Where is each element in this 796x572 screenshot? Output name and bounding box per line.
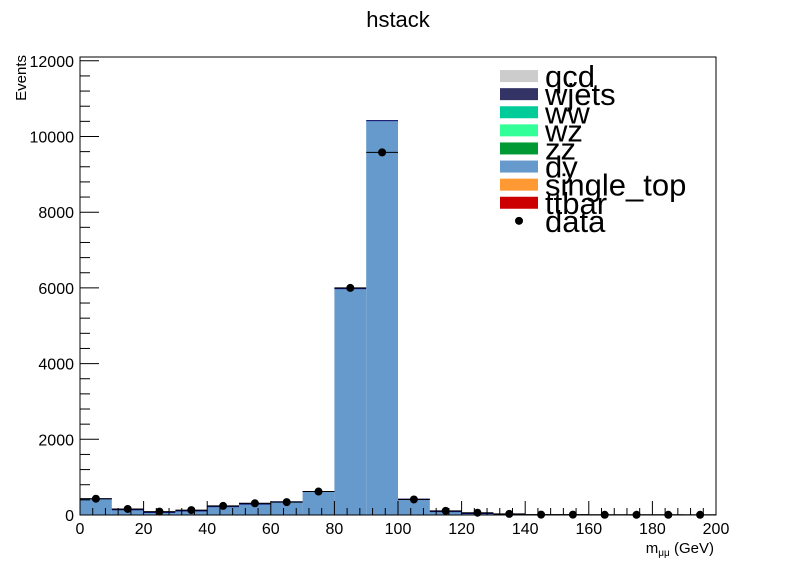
- legend-label-ttbar: ttbar: [545, 186, 607, 221]
- bar-dy: [334, 288, 367, 515]
- x-axis-title-unit: (GeV): [670, 540, 714, 557]
- x-tick-label: 80: [326, 521, 344, 538]
- legend-label-data: data: [545, 204, 606, 239]
- x-tick-label: 200: [703, 521, 730, 538]
- y-tick-label: 0: [65, 508, 74, 525]
- histogram-bars: [80, 120, 716, 516]
- legend-marker-data: [515, 216, 523, 225]
- y-tick-label: 4000: [38, 357, 74, 374]
- data-point: [314, 487, 323, 496]
- x-tick-label: 60: [262, 521, 280, 538]
- data-point: [155, 507, 164, 516]
- x-tick-label: 140: [512, 521, 539, 538]
- legend-label-single_top: single_top: [545, 168, 686, 203]
- bar-dy: [239, 504, 271, 515]
- legend-label-zz: zz: [545, 131, 576, 166]
- x-tick-label: 40: [198, 521, 216, 538]
- data-point: [378, 148, 387, 157]
- bar-dy: [207, 506, 239, 515]
- legend-swatch-ttbar: [500, 196, 538, 209]
- legend-label-ww: ww: [544, 95, 590, 130]
- chart-title: hstack: [366, 7, 431, 32]
- y-tick-label: 10000: [30, 129, 75, 146]
- bar-dy: [80, 498, 112, 515]
- bar-dy: [366, 120, 398, 515]
- legend-swatch-ww: [500, 106, 538, 119]
- bar-dy: [270, 501, 303, 515]
- x-tick-label: 160: [575, 521, 602, 538]
- legend-swatch-wz: [500, 124, 538, 137]
- x-tick-label: 20: [135, 521, 153, 538]
- y-tick-label: 6000: [38, 281, 74, 298]
- x-axis-title-main: m: [646, 540, 659, 557]
- data-point: [250, 499, 259, 508]
- legend-label-wz: wz: [544, 113, 583, 148]
- legend-swatch-zz: [500, 142, 538, 155]
- x-tick-label: 0: [76, 521, 85, 538]
- data-point: [282, 498, 291, 507]
- axes: 0 20 40 60 80 100 120 140 160 180 2000200040006000…: [30, 54, 730, 538]
- data-point: [187, 506, 196, 515]
- y-tick-label: 12000: [30, 54, 75, 71]
- y-axis-title: Events: [13, 55, 30, 101]
- data-point: [123, 504, 132, 513]
- x-tick-label: 180: [639, 521, 666, 538]
- x-tick-label: 120: [448, 521, 475, 538]
- x-axis-title-subscript: μμ: [658, 548, 670, 559]
- legend-label-dy: dy: [545, 150, 578, 185]
- legend-swatch-qcd: [500, 70, 538, 83]
- bar-dy: [398, 499, 430, 515]
- legend-swatch-dy: [500, 160, 538, 173]
- legend-swatch-wjets: [500, 88, 538, 101]
- data-point: [219, 501, 228, 510]
- legend-swatch-single_top: [500, 178, 538, 191]
- data-point: [346, 283, 355, 292]
- y-tick-label: 2000: [38, 432, 74, 449]
- bar-dy: [302, 491, 335, 515]
- y-tick-label: 8000: [38, 205, 74, 222]
- legend-label-wjets: wjets: [544, 77, 616, 112]
- legend-label-qcd: qcd: [545, 59, 595, 94]
- data-point: [505, 509, 514, 518]
- data-point: [441, 506, 450, 515]
- data-point: [91, 494, 100, 503]
- data-point: [409, 495, 418, 504]
- x-tick-label: 100: [385, 521, 412, 538]
- x-axis-title: mμμ (GeV): [646, 540, 714, 559]
